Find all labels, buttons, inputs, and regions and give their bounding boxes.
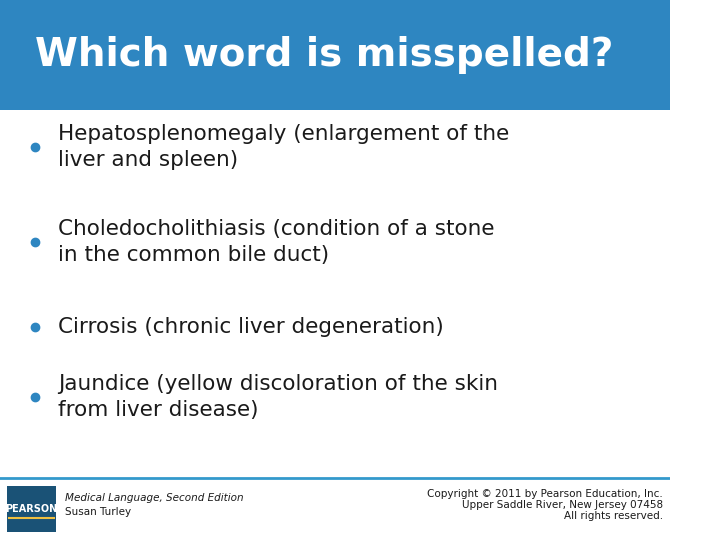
Text: Upper Saddle River, New Jersey 07458: Upper Saddle River, New Jersey 07458 [462,500,662,510]
Text: Jaundice (yellow discoloration of the skin
from liver disease): Jaundice (yellow discoloration of the sk… [58,374,498,420]
Text: Which word is misspelled?: Which word is misspelled? [35,36,613,74]
FancyBboxPatch shape [0,478,670,540]
Text: Hepatosplenomegaly (enlargement of the
liver and spleen): Hepatosplenomegaly (enlargement of the l… [58,124,509,170]
Text: PEARSON: PEARSON [6,504,58,514]
FancyBboxPatch shape [0,0,670,110]
Text: Choledocholithiasis (condition of a stone
in the common bile duct): Choledocholithiasis (condition of a ston… [58,219,494,265]
Text: Copyright © 2011 by Pearson Education, Inc.: Copyright © 2011 by Pearson Education, I… [427,489,662,499]
Text: Medical Language, Second Edition: Medical Language, Second Edition [65,493,244,503]
Text: Susan Turley: Susan Turley [65,507,131,517]
FancyBboxPatch shape [7,486,56,532]
Text: All rights reserved.: All rights reserved. [564,511,662,521]
Text: Cirrosis (chronic liver degeneration): Cirrosis (chronic liver degeneration) [58,317,444,337]
FancyBboxPatch shape [0,110,670,478]
